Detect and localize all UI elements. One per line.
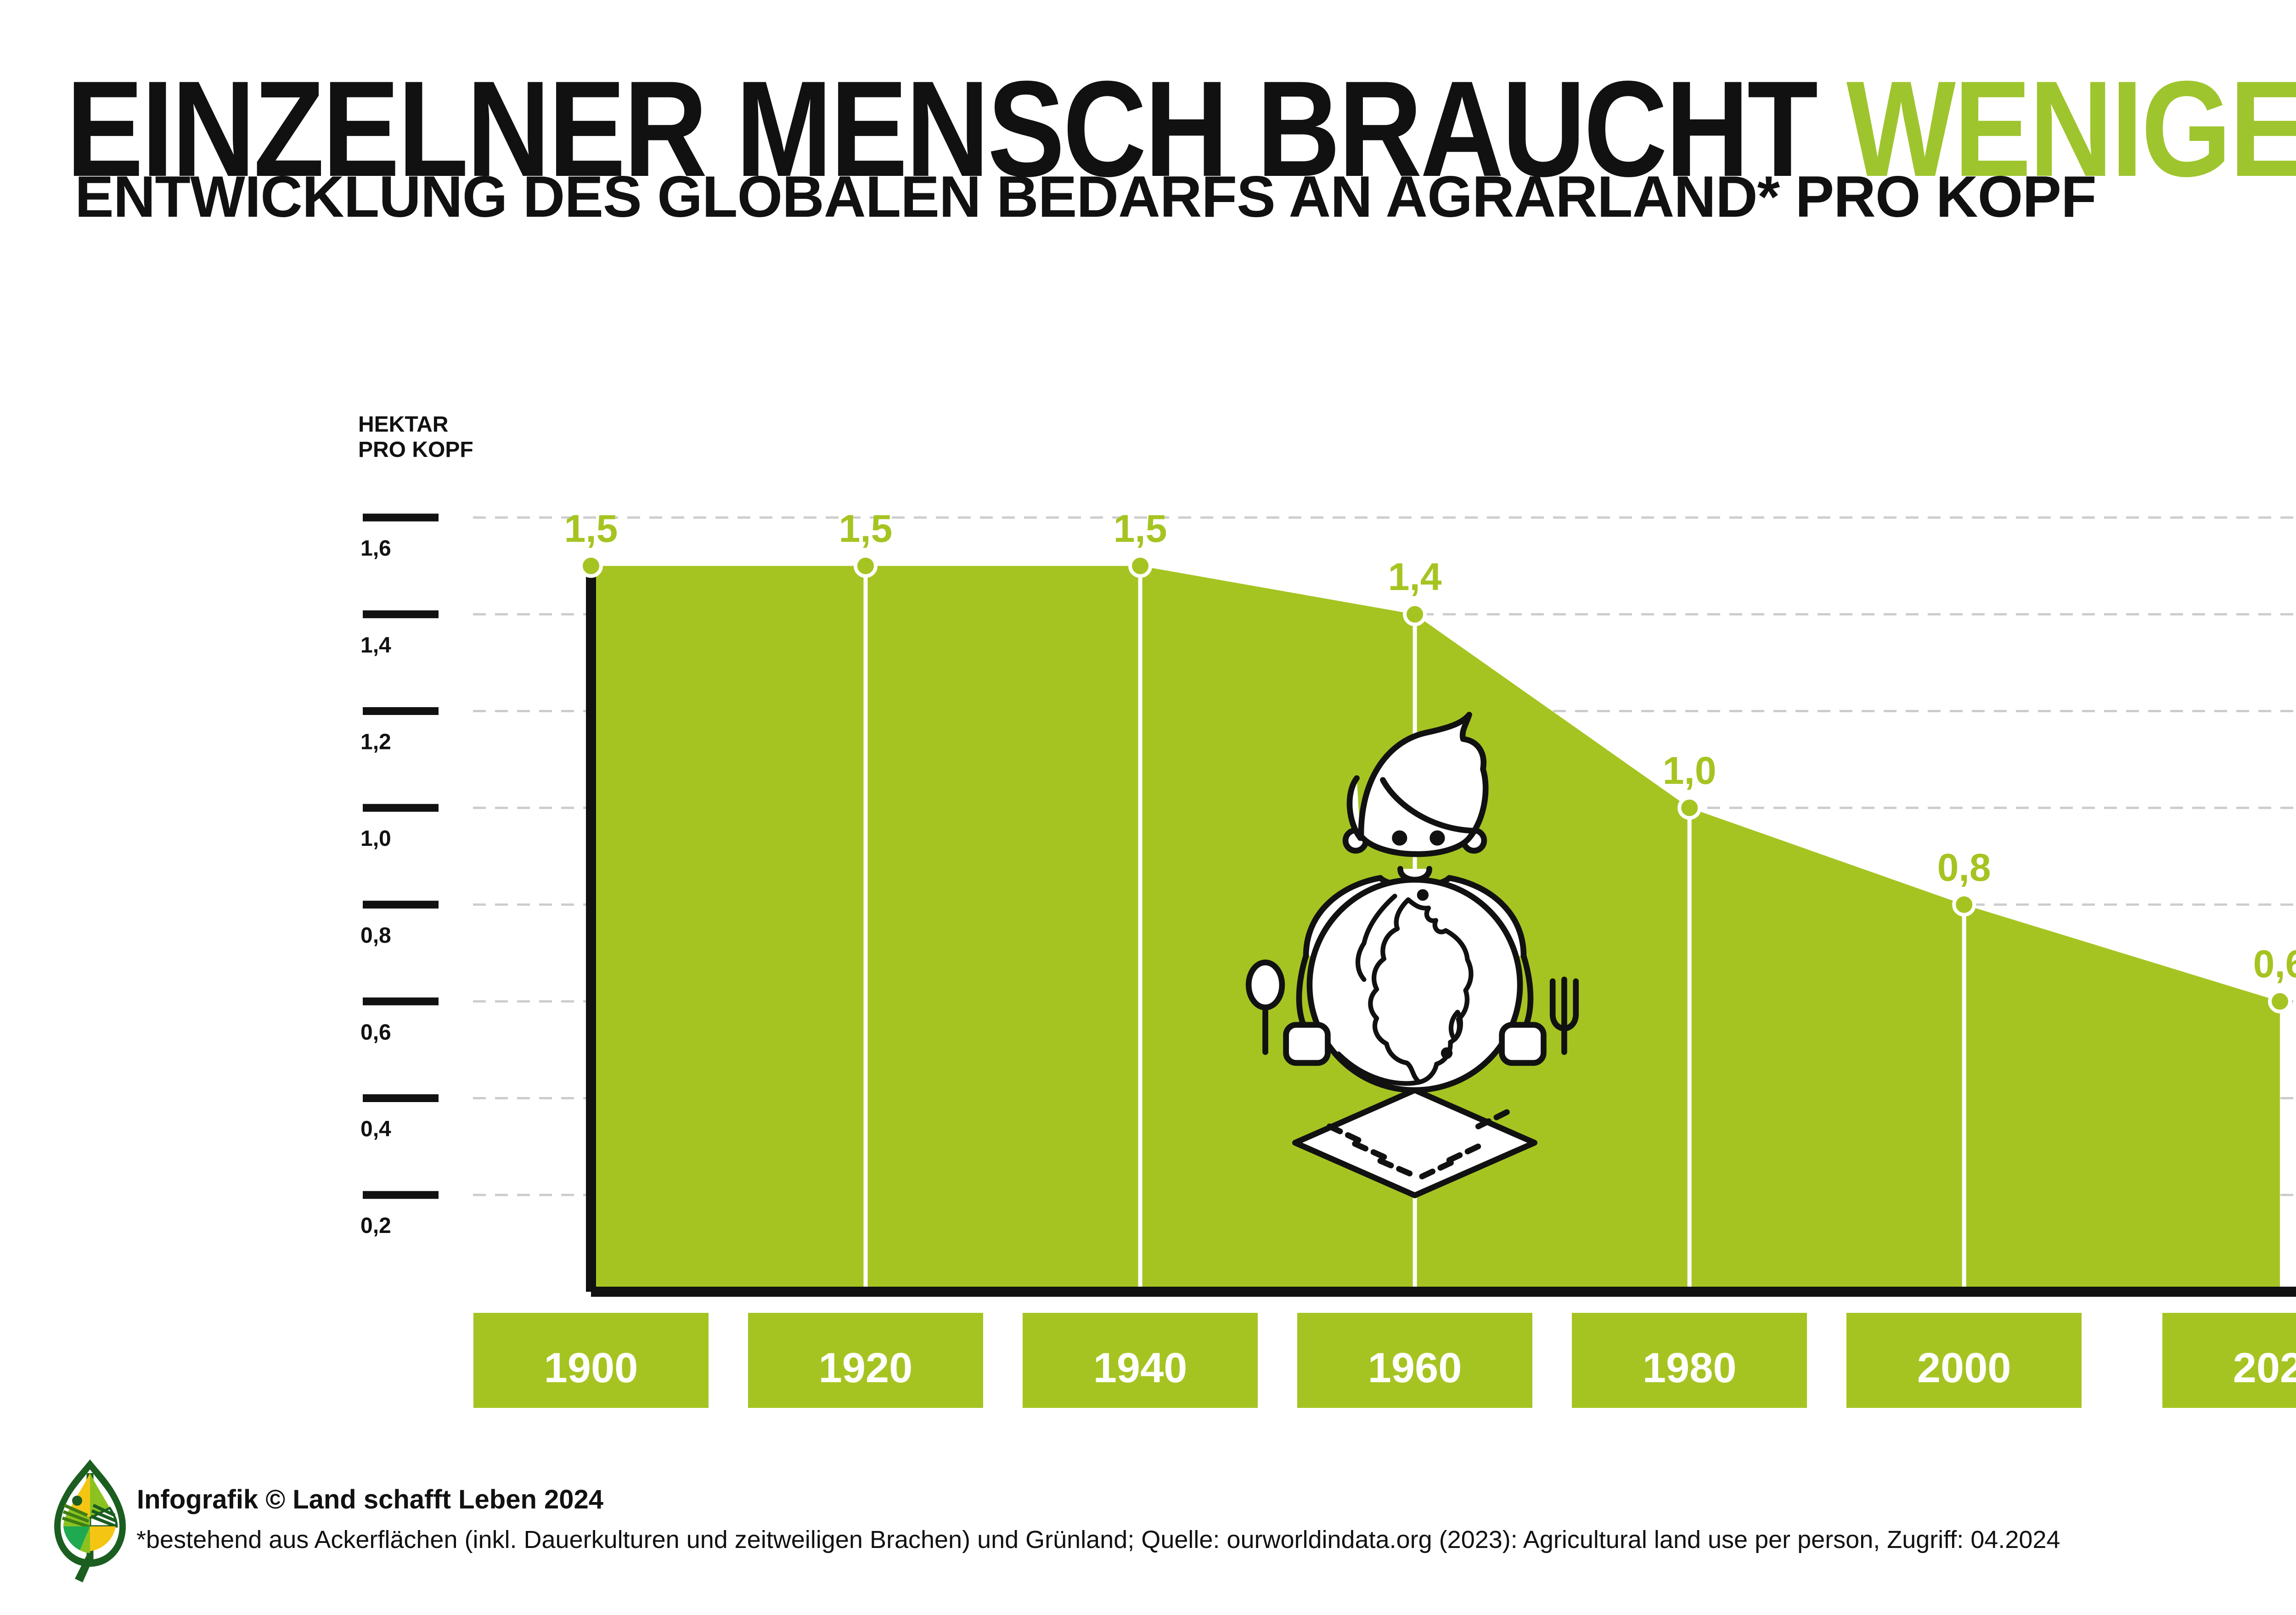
svg-text:1,4: 1,4 xyxy=(360,633,391,658)
svg-text:2023: 2023 xyxy=(2233,1345,2296,1391)
svg-text:1900: 1900 xyxy=(544,1345,638,1391)
svg-text:1980: 1980 xyxy=(1643,1345,1737,1391)
svg-text:1,0: 1,0 xyxy=(360,827,391,851)
svg-text:1,4: 1,4 xyxy=(1388,555,1442,598)
svg-text:0,8: 0,8 xyxy=(360,923,391,948)
svg-text:2000: 2000 xyxy=(1917,1345,2011,1391)
svg-text:0,8: 0,8 xyxy=(1937,846,1991,889)
svg-text:1960: 1960 xyxy=(1368,1345,1462,1391)
svg-text:1,6: 1,6 xyxy=(360,536,391,561)
svg-text:0,6: 0,6 xyxy=(360,1020,391,1045)
svg-text:1,5: 1,5 xyxy=(1114,507,1167,550)
svg-text:1,0: 1,0 xyxy=(1663,749,1716,792)
svg-text:0,4: 0,4 xyxy=(360,1117,391,1142)
svg-text:0,6: 0,6 xyxy=(2253,942,2296,985)
svg-text:1920: 1920 xyxy=(819,1345,913,1391)
svg-text:1,5: 1,5 xyxy=(839,507,893,550)
svg-text:1,5: 1,5 xyxy=(564,507,618,550)
svg-text:1940: 1940 xyxy=(1093,1345,1187,1391)
svg-text:0,2: 0,2 xyxy=(360,1214,391,1238)
svg-text:1,2: 1,2 xyxy=(360,730,391,754)
